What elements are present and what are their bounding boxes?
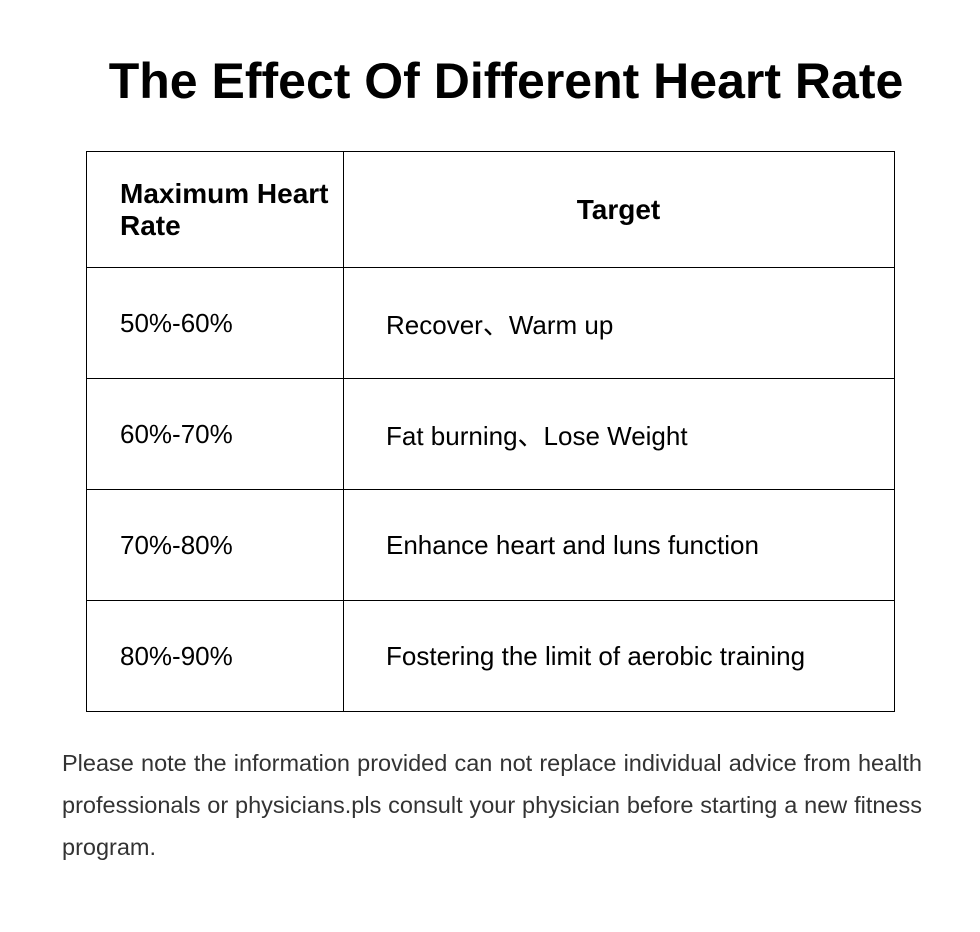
table-header-row: Maximum Heart Rate Target xyxy=(86,151,895,268)
target-cell: Enhance heart and luns function xyxy=(343,489,895,601)
heart-rate-table: Maximum Heart Rate Target 50%-60% Recover… xyxy=(86,151,895,712)
rate-cell: 80%-90% xyxy=(86,600,344,712)
target-cell: Fostering the limit of aerobic training xyxy=(343,600,895,712)
table-row: 80%-90% Fostering the limit of aerobic tr… xyxy=(86,600,895,712)
table-row: 70%-80% Enhance heart and luns function xyxy=(86,489,895,601)
disclaimer-note: Please note the information provided can… xyxy=(62,750,922,860)
target-cell: Fat burning、Lose Weight xyxy=(343,378,895,490)
header-target: Target xyxy=(343,151,895,268)
target-cell: Recover、Warm up xyxy=(343,267,895,379)
rate-cell: 60%-70% xyxy=(86,378,344,490)
table-row: 50%-60% Recover、Warm up xyxy=(86,267,895,379)
rate-cell: 50%-60% xyxy=(86,267,344,379)
rate-cell: 70%-80% xyxy=(86,489,344,601)
header-max-heart-rate: Maximum Heart Rate xyxy=(86,151,344,268)
table-row: 60%-70% Fat burning、Lose Weight xyxy=(86,378,895,490)
page-title: The Effect Of Different Heart Rate xyxy=(108,53,904,109)
